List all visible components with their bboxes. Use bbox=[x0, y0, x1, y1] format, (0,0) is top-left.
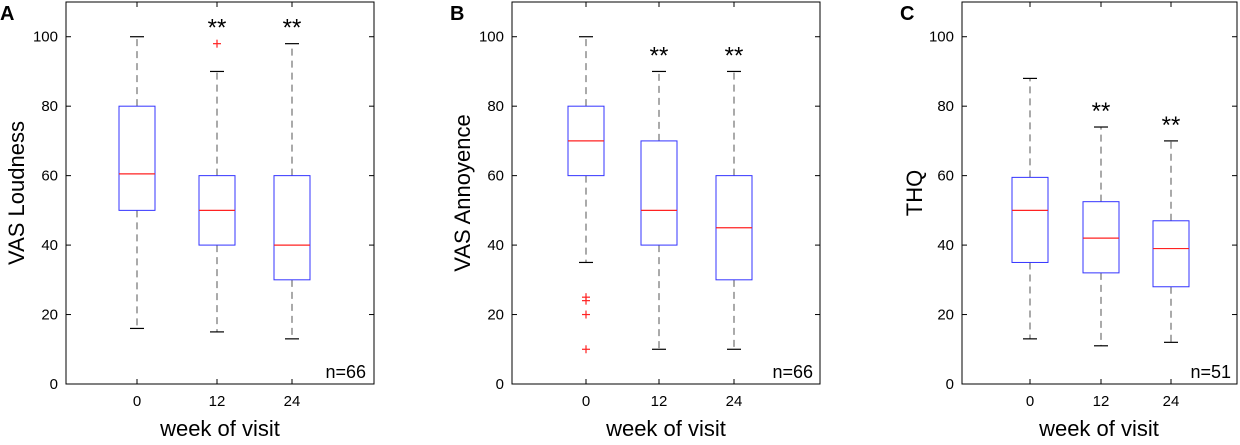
y-tick-label: 40 bbox=[937, 237, 954, 254]
outlier-marker bbox=[582, 345, 590, 354]
panel-letter-b: B bbox=[450, 3, 464, 25]
x-ticks-c: 0 12 24 bbox=[1026, 2, 1180, 410]
box-week-0 bbox=[118, 36, 156, 330]
y-tick-label: 20 bbox=[937, 307, 954, 324]
significance-marker: ** bbox=[1162, 112, 1181, 139]
x-tick-label: 12 bbox=[1093, 393, 1110, 410]
y-tick-label: 60 bbox=[937, 168, 954, 185]
y-tick-label: 0 bbox=[50, 376, 58, 393]
boxes-a: ** ** bbox=[118, 15, 311, 340]
n-count-a: n=66 bbox=[325, 362, 366, 382]
outlier-marker bbox=[582, 296, 590, 305]
x-tick-label: 0 bbox=[1026, 393, 1034, 410]
panel-letter-c: C bbox=[900, 3, 914, 25]
y-ticks-b: 0 20 40 60 80 100 bbox=[479, 29, 820, 393]
iqr-box bbox=[1082, 201, 1120, 274]
box-week-12: ** bbox=[1082, 98, 1120, 347]
significance-marker: ** bbox=[208, 15, 227, 42]
y-tick-label: 0 bbox=[946, 376, 954, 393]
panel-letter-a: A bbox=[0, 3, 14, 25]
y-axis-label-b: VAS Annoyence bbox=[450, 114, 475, 271]
x-tick-label: 12 bbox=[209, 393, 226, 410]
y-tick-label: 80 bbox=[41, 98, 58, 115]
box-week-0 bbox=[1011, 77, 1049, 340]
y-tick-label: 20 bbox=[487, 307, 504, 324]
y-tick-label: 60 bbox=[487, 168, 504, 185]
y-tick-label: 100 bbox=[929, 29, 954, 46]
x-tick-label: 0 bbox=[133, 393, 141, 410]
y-ticks-c: 0 20 40 60 80 100 bbox=[929, 29, 1237, 393]
box-week-24: ** bbox=[273, 15, 311, 340]
panel-a: A VAS Loudness week of visit n=66 0 20 40 6… bbox=[0, 1, 375, 441]
box-week-0 bbox=[567, 36, 605, 354]
iqr-box bbox=[1152, 220, 1190, 288]
y-tick-label: 80 bbox=[487, 98, 504, 115]
x-tick-label: 12 bbox=[651, 393, 668, 410]
n-count-c: n=51 bbox=[1190, 362, 1231, 382]
significance-marker: ** bbox=[650, 42, 669, 69]
x-ticks-a: 0 12 24 bbox=[133, 2, 301, 410]
x-tick-label: 24 bbox=[726, 393, 743, 410]
y-tick-label: 100 bbox=[479, 29, 504, 46]
x-axis-label-b: week of visit bbox=[605, 416, 726, 440]
plot-frame-c bbox=[961, 1, 1238, 385]
plot-frame-b bbox=[511, 1, 821, 385]
iqr-box bbox=[1011, 176, 1049, 263]
x-axis-label-c: week of visit bbox=[1038, 416, 1159, 440]
boxes-c: ** ** bbox=[1011, 77, 1190, 347]
y-tick-label: 40 bbox=[487, 237, 504, 254]
significance-marker: ** bbox=[725, 42, 744, 69]
panel-c: C THQ week of visit n=51 0 20 40 60 80 100 0 1… bbox=[900, 1, 1238, 441]
plot-frame-a bbox=[65, 1, 375, 385]
y-tick-label: 100 bbox=[33, 29, 58, 46]
box-week-12: ** bbox=[640, 42, 678, 350]
box-week-12: ** bbox=[198, 15, 236, 333]
y-axis-label-c: THQ bbox=[902, 170, 927, 216]
y-tick-label: 40 bbox=[41, 237, 58, 254]
iqr-box bbox=[640, 140, 678, 246]
y-tick-label: 20 bbox=[41, 307, 58, 324]
y-axis-label-a: VAS Loudness bbox=[4, 121, 29, 265]
outlier-marker bbox=[213, 39, 221, 48]
significance-marker: ** bbox=[283, 15, 302, 42]
x-axis-label-a: week of visit bbox=[159, 416, 280, 440]
x-tick-label: 0 bbox=[582, 393, 590, 410]
y-ticks-a: 0 20 40 60 80 100 bbox=[33, 29, 374, 393]
panel-b: B VAS Annoyence week of visit n=66 0 20 40… bbox=[450, 1, 821, 441]
y-tick-label: 0 bbox=[496, 376, 504, 393]
x-tick-label: 24 bbox=[284, 393, 301, 410]
boxes-b: ** ** bbox=[567, 36, 753, 354]
box-week-24: ** bbox=[1152, 112, 1190, 343]
iqr-box bbox=[273, 175, 311, 281]
outlier-marker bbox=[582, 310, 590, 319]
n-count-b: n=66 bbox=[772, 362, 813, 382]
iqr-box bbox=[118, 105, 156, 211]
significance-marker: ** bbox=[1092, 98, 1111, 125]
x-tick-label: 24 bbox=[1163, 393, 1180, 410]
y-tick-label: 60 bbox=[41, 168, 58, 185]
y-tick-label: 80 bbox=[937, 98, 954, 115]
x-ticks-b: 0 12 24 bbox=[582, 2, 743, 410]
box-week-24: ** bbox=[715, 42, 753, 350]
